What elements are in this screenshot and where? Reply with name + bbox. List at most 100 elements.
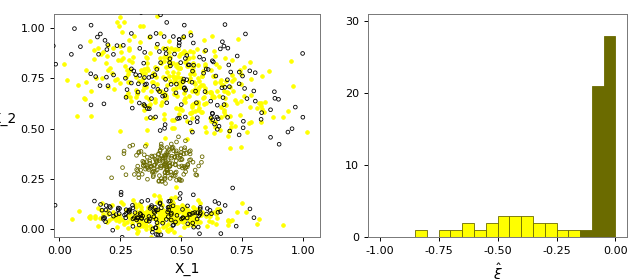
Point [187,89,197,93]
Point [173,220,183,224]
Point [184,79,195,83]
Point [254,101,264,105]
Point [170,78,180,82]
Point [128,55,138,60]
Point [116,57,127,62]
Point [187,110,197,114]
Point [131,75,141,80]
Point [211,222,221,226]
Point [158,46,168,50]
Point [177,108,188,113]
Point [161,217,172,222]
Point [175,52,185,56]
Point [273,97,284,102]
Point [122,74,132,79]
Point [232,210,242,215]
Point [141,66,152,70]
Point [259,110,269,114]
Point [148,173,159,178]
Point [213,117,223,121]
Point [128,206,138,210]
Point [164,164,175,169]
Point [220,110,230,114]
Point [208,74,218,79]
Point [191,47,202,52]
Point [214,94,224,98]
Point [168,201,178,205]
Point [195,207,205,211]
Point [209,122,220,126]
Point [145,217,155,221]
Point [211,62,221,66]
Point [119,149,129,153]
Point [237,74,248,78]
Point [164,164,175,169]
Point [97,211,108,216]
Point [152,67,162,72]
Point [158,75,168,80]
Point [135,216,145,220]
Point [228,89,238,93]
Point [107,216,117,221]
Point [95,216,105,220]
Point [144,219,154,223]
Point [159,208,169,213]
Point [140,108,150,112]
Point [142,106,152,111]
Point [172,154,182,159]
Point [216,231,226,236]
Point [134,150,144,154]
Point [298,115,308,119]
Point [164,217,174,221]
Point [181,57,191,61]
Point [159,126,170,131]
Point [145,161,155,165]
Point [154,211,164,215]
Point [186,210,196,214]
Point [209,131,220,135]
Point [164,61,175,65]
Point [198,57,209,62]
Point [182,214,192,218]
Point [179,85,189,90]
Point [184,212,195,216]
Point [141,212,152,216]
Point [161,162,171,167]
Point [223,223,234,227]
Point [120,216,131,220]
Point [208,60,218,64]
Point [138,88,148,92]
Point [129,69,139,73]
Point [156,163,166,168]
Point [178,220,188,224]
Point [150,96,161,101]
Point [154,49,164,54]
Point [69,27,79,31]
Point [119,151,129,156]
Point [156,233,166,237]
Point [182,119,192,123]
Point [162,145,172,150]
Point [164,74,174,79]
Point [168,86,179,91]
Point [216,77,227,82]
Point [179,211,189,216]
Point [170,220,180,224]
Point [73,83,83,88]
Point [172,205,182,210]
Point [141,55,151,59]
Point [177,157,187,162]
Point [164,57,175,61]
Point [170,155,180,160]
Point [116,193,126,197]
Point [140,50,150,55]
Point [166,196,176,200]
Point [152,168,163,172]
Point [205,208,215,213]
Point [124,208,134,213]
Point [173,209,183,213]
Point [191,218,202,222]
Point [170,173,180,178]
Point [141,210,152,215]
Point [158,90,168,95]
